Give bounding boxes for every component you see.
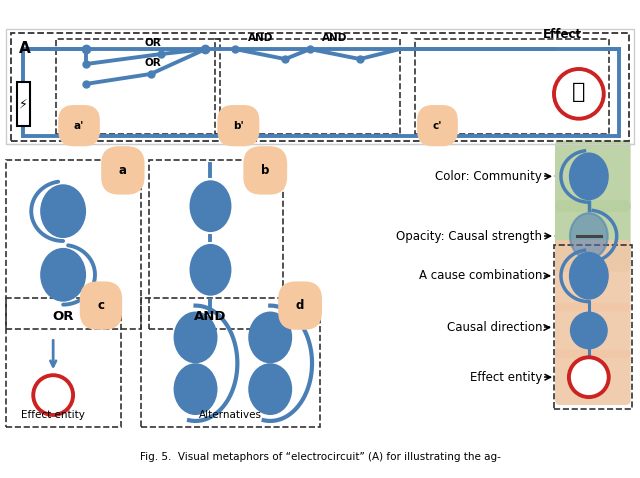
Circle shape [569,358,609,397]
Text: A cause combination: A cause combination [419,269,542,282]
Text: Alternatives: Alternatives [199,410,262,420]
FancyBboxPatch shape [555,349,630,405]
Bar [554,245,632,409]
Ellipse shape [175,364,216,414]
Text: b: b [261,164,269,177]
Ellipse shape [191,181,230,231]
Text: OR: OR [145,38,161,48]
Bar [415,39,609,134]
Ellipse shape [250,313,291,362]
Text: Effect: Effect [542,28,582,41]
FancyBboxPatch shape [555,240,630,312]
Text: ⚡: ⚡ [19,98,28,110]
Bar [12,33,628,141]
Text: Effect entity: Effect entity [21,410,85,420]
Text: AND: AND [323,33,348,43]
FancyBboxPatch shape [555,200,630,272]
Bar [148,161,283,329]
Text: A: A [19,41,31,56]
FancyBboxPatch shape [555,303,630,358]
Text: d: d [296,299,304,312]
Bar [6,29,634,143]
Text: b': b' [233,120,244,130]
Ellipse shape [570,253,608,299]
Text: OR: OR [52,310,74,323]
Bar [56,39,220,134]
Bar [6,161,141,329]
Ellipse shape [175,313,216,362]
Text: Color: Community: Color: Community [435,170,542,183]
Ellipse shape [41,185,85,237]
Circle shape [571,313,607,348]
Text: OR: OR [145,58,161,68]
Text: AND: AND [194,310,227,323]
Text: a: a [119,164,127,177]
Ellipse shape [191,245,230,294]
Circle shape [33,375,73,415]
Text: Opacity: Causal strength: Opacity: Causal strength [396,229,542,242]
Text: Causal direction: Causal direction [447,321,542,334]
Ellipse shape [250,364,291,414]
Bar [17,82,30,126]
FancyBboxPatch shape [555,141,630,212]
Ellipse shape [570,153,608,199]
Text: Fig. 5.  Visual metaphors of “electrocircuit” (A) for illustrating the ag-: Fig. 5. Visual metaphors of “electrocirc… [140,452,500,462]
Text: a': a' [74,120,84,130]
Bar [6,298,121,427]
Bar [141,298,320,427]
Text: 💡: 💡 [572,82,586,102]
Text: c': c' [433,120,442,130]
Text: Effect entity: Effect entity [470,371,542,384]
Ellipse shape [41,249,85,301]
Ellipse shape [570,213,608,259]
Text: AND: AND [248,33,273,43]
Bar [216,39,399,134]
Text: c: c [97,299,104,312]
Circle shape [554,69,604,119]
